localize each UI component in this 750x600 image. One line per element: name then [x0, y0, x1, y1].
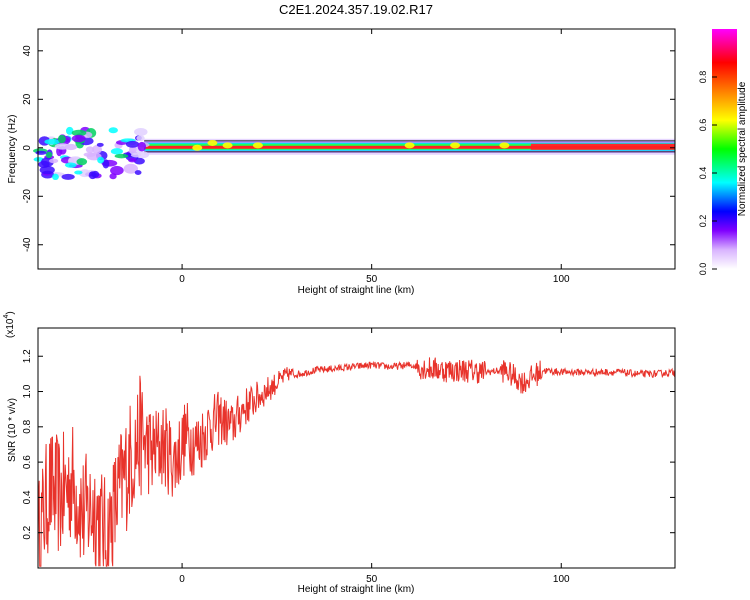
noise-blob	[45, 151, 53, 159]
snr-y-label: SNR (10 * v/v)	[7, 398, 18, 462]
band-highlight	[404, 142, 415, 149]
noise-blob	[110, 165, 124, 176]
snr-multiplier-base: (x104)	[3, 311, 16, 338]
colorbar-tick-label: 0.0	[698, 263, 708, 276]
spectrogram-x-tick-label: 50	[366, 274, 378, 285]
colorbar: 0.0 0.2 0.4 0.6 0.8 Normalized spectral ampl…	[698, 29, 748, 275]
noise-blob	[92, 144, 103, 154]
noise-blob	[64, 162, 77, 168]
snr-y-tick-label: 1.2	[22, 349, 33, 363]
spectrogram-y-label: Frequency (Hz)	[7, 115, 18, 184]
band-highlight	[207, 139, 218, 146]
colorbar-tick-label: 0.2	[698, 215, 708, 228]
snr-frame	[37, 327, 676, 569]
spectrogram-panel: 0 50 100 40 20 0 -20 -40 Height of straight li…	[7, 28, 676, 296]
noise-blob	[109, 173, 117, 180]
band-highlight	[192, 144, 203, 151]
noise-blob	[38, 160, 50, 169]
snr-series-line	[37, 357, 676, 567]
band-highlight	[252, 142, 263, 149]
snr-x-tick-label: 50	[366, 574, 378, 585]
noise-blob	[91, 170, 100, 178]
noise-blob	[123, 163, 139, 174]
band-highlight	[222, 142, 233, 149]
snr-panel: 0 50 100 0.2 0.4 0.6 0.8 1.0 1.2 Height of stra…	[3, 311, 676, 595]
noise-blob	[48, 158, 59, 164]
noise-blob	[66, 126, 74, 135]
chart-title: C2E1.2024.357.19.02.R17	[279, 2, 433, 17]
noise-blob	[57, 134, 66, 144]
noise-blob	[134, 170, 142, 175]
band-highlight	[499, 142, 510, 149]
noise-blob	[44, 138, 61, 145]
noise-blob	[108, 127, 118, 134]
noise-blob	[83, 152, 96, 157]
snr-x-label: Height of straight line (km)	[298, 584, 415, 595]
noise-blob	[71, 134, 86, 143]
colorbar-tick-label: 0.6	[698, 119, 708, 132]
noise-blob	[71, 129, 87, 137]
noise-blob	[52, 173, 59, 181]
snr-y-tick-label: 0.4	[22, 490, 33, 504]
noise-blob	[102, 159, 110, 169]
noise-blob	[128, 158, 137, 163]
noise-blob	[114, 153, 129, 159]
noise-blob	[125, 140, 140, 148]
noise-blob	[61, 173, 75, 180]
noise-blob	[97, 156, 105, 164]
colorbar-tick-label: 0.8	[698, 71, 708, 84]
noise-blob	[110, 148, 123, 155]
snr-y-tick-label: 0.8	[22, 419, 33, 433]
spectrogram-y-tick-label: 20	[22, 93, 33, 105]
snr-y-tick-label: 1.0	[22, 384, 33, 398]
noise-blob	[64, 143, 78, 151]
noise-blob	[130, 152, 142, 158]
spectrogram-x-label: Height of straight line (km)	[298, 285, 415, 296]
spectrogram-y-tick-label: -20	[22, 189, 33, 204]
colorbar-gradient	[712, 29, 737, 269]
band-highlight	[450, 142, 461, 149]
colorbar-label: Normalized spectral amplitude	[737, 81, 748, 216]
noise-blob	[134, 128, 148, 136]
spectrogram-heatmap	[33, 126, 675, 181]
spectrogram-y-tick-label: 40	[22, 45, 33, 57]
colorbar-tick-label: 0.4	[698, 167, 708, 180]
snr-x-tick-label: 100	[553, 574, 570, 585]
spectrogram-y-tick-label: 0	[22, 145, 33, 151]
snr-y-tick-label: 0.2	[22, 525, 33, 539]
noise-blob	[78, 169, 91, 178]
snr-y-tick-label: 0.6	[22, 455, 33, 469]
noise-blob	[136, 135, 145, 142]
spectrogram-x-tick-label: 100	[553, 274, 570, 285]
noise-blob	[74, 170, 83, 175]
spectrogram-x-tick-label: 0	[179, 274, 185, 285]
spectrogram-y-tick-label: -40	[22, 237, 33, 252]
noise-blob	[96, 142, 104, 147]
spectrogram-frame	[37, 28, 676, 270]
noise-blob	[76, 158, 88, 166]
noise-blob	[137, 141, 147, 152]
snr-multiplier: (x104)	[3, 311, 16, 338]
snr-x-tick-label: 0	[179, 574, 185, 585]
noise-blob	[35, 150, 47, 155]
noise-blob	[85, 146, 95, 154]
